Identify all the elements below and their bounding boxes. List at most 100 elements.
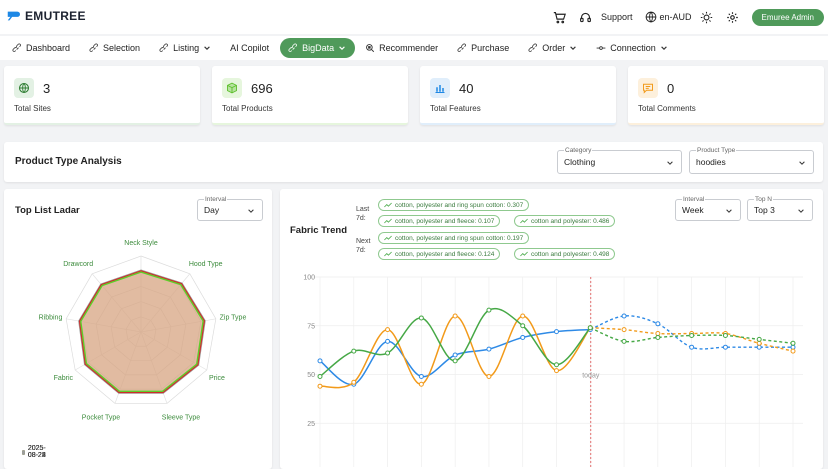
bar-chart-icon	[435, 85, 445, 93]
trend-up-icon	[520, 251, 528, 257]
topn-caption: Top N	[754, 196, 773, 204]
series-point[interactable]	[655, 331, 661, 337]
series-point[interactable]	[317, 383, 323, 389]
language-selector[interactable]: en-AUD	[645, 11, 692, 23]
trend-up-icon	[384, 202, 392, 208]
series-point[interactable]	[655, 321, 661, 327]
nav-item-order[interactable]: Order	[520, 38, 586, 58]
legend-label: 2025-08-22	[27, 445, 46, 459]
series-point[interactable]	[317, 373, 323, 379]
series-point[interactable]	[418, 315, 424, 321]
series-point[interactable]	[418, 381, 424, 387]
nav-item-connection[interactable]: Connection	[588, 38, 677, 58]
series-point[interactable]	[486, 346, 492, 352]
trend-chip[interactable]: cotton and polyester: 0.486	[514, 215, 616, 227]
series-point[interactable]	[385, 350, 391, 356]
series-point[interactable]	[317, 358, 323, 364]
nav-item-label: Listing	[173, 43, 200, 53]
analysis-title: Product Type Analysis	[15, 156, 122, 167]
link-icon	[528, 43, 538, 52]
series-point[interactable]	[486, 373, 492, 379]
series-point[interactable]	[486, 307, 492, 313]
stat-label: Total Sites	[14, 104, 51, 113]
trend-up-icon	[384, 251, 392, 257]
legend-item[interactable]: 2025-08-25	[22, 445, 48, 459]
category-select[interactable]: Category Clothing	[557, 147, 682, 174]
app-logo[interactable]: EMUTREE	[6, 9, 86, 23]
topn-value: Top 3	[754, 205, 775, 215]
series-point[interactable]	[655, 334, 661, 340]
radar-axis-label: Price	[209, 375, 225, 382]
nav-item-label: Selection	[103, 43, 141, 53]
link-icon	[159, 43, 168, 52]
trend-chip-label: cotton, polyester and fleece: 0.124	[395, 250, 495, 258]
legend-label: 2025-08-25	[27, 445, 46, 459]
series-point[interactable]	[452, 313, 458, 319]
nav-item-listing[interactable]: Listing	[151, 38, 220, 58]
top-n-select[interactable]: Top N Top 3	[747, 196, 813, 221]
link-icon	[457, 43, 467, 52]
theme-toggle-sun-icon[interactable]	[696, 6, 718, 28]
series-point[interactable]	[621, 313, 627, 319]
series-point[interactable]	[554, 329, 559, 335]
series-point[interactable]	[621, 338, 627, 344]
product-type-analysis-panel: Product Type Analysis Category Clothing …	[4, 142, 823, 182]
series-point[interactable]	[351, 379, 357, 385]
nav-item-selection[interactable]: Selection	[81, 38, 149, 58]
series-point[interactable]	[554, 362, 559, 368]
nav-item-label: Order	[542, 43, 566, 53]
product-type-select[interactable]: Product Type hoodies	[689, 147, 814, 174]
radar-series-area	[78, 269, 206, 394]
series-point[interactable]	[689, 333, 695, 338]
trend-chip[interactable]: cotton, polyester and fleece: 0.124	[378, 248, 501, 260]
series-point[interactable]	[452, 358, 458, 364]
series-point[interactable]	[520, 313, 526, 319]
series-point[interactable]	[418, 373, 424, 379]
user-menu-button[interactable]: Emuree Admin	[751, 8, 824, 26]
series-point[interactable]	[756, 344, 762, 350]
series-point[interactable]	[554, 368, 559, 374]
radar-axis-label: Drawcord	[63, 261, 93, 268]
series-point[interactable]	[520, 323, 526, 329]
series-point[interactable]	[452, 352, 458, 358]
connection-icon	[596, 46, 606, 50]
trend-chip[interactable]: cotton, polyester and ring spun cotton: …	[378, 199, 530, 211]
category-caption: Category	[564, 147, 593, 155]
cart-icon[interactable]	[549, 6, 571, 28]
radar-series-area	[80, 271, 204, 392]
series-point[interactable]	[520, 334, 526, 340]
top-bar: EMUTREE Support en-AUD Emuree Admin	[0, 0, 828, 34]
nav-item-purchase[interactable]: Purchase	[449, 38, 518, 58]
series-point[interactable]	[689, 344, 695, 350]
today-label: today	[582, 373, 600, 380]
series-point[interactable]	[756, 336, 762, 342]
nav-item-recommender[interactable]: Recommender	[357, 38, 447, 58]
series-point[interactable]	[587, 325, 593, 331]
trend-interval-select[interactable]: Interval Week	[675, 196, 741, 221]
legend-dot	[22, 449, 25, 455]
nav-item-ai-copilot[interactable]: AI Copilot	[222, 38, 278, 58]
series-point[interactable]	[790, 348, 796, 354]
stat-value: 0	[667, 81, 675, 96]
series-point[interactable]	[621, 327, 627, 333]
settings-gear-icon[interactable]	[722, 6, 744, 28]
trend-chip-label: cotton, polyester and ring spun cotton: …	[395, 201, 524, 209]
nav-item-label: Recommender	[379, 43, 439, 53]
series-point[interactable]	[385, 338, 391, 344]
trend-chip[interactable]: cotton and polyester: 0.498	[514, 248, 616, 260]
nav-item-dashboard[interactable]: Dashboard	[4, 38, 79, 58]
ladar-interval-select[interactable]: Interval Day	[197, 196, 263, 221]
stat-value: 40	[459, 81, 474, 96]
series-point[interactable]	[722, 344, 728, 350]
support-link[interactable]: Support	[600, 12, 633, 22]
nav-item-bigdata[interactable]: BigData	[280, 38, 356, 58]
series-point[interactable]	[351, 348, 357, 354]
headset-icon[interactable]	[575, 6, 597, 28]
series-point[interactable]	[790, 340, 796, 346]
trend-chip[interactable]: cotton, polyester and fleece: 0.107	[378, 215, 501, 227]
trend-chip[interactable]: cotton, polyester and ring spun cotton: …	[378, 232, 530, 244]
series-point[interactable]	[722, 333, 728, 338]
category-value: Clothing	[564, 157, 596, 167]
stat-label: Total Features	[430, 104, 481, 113]
series-point[interactable]	[385, 327, 391, 333]
